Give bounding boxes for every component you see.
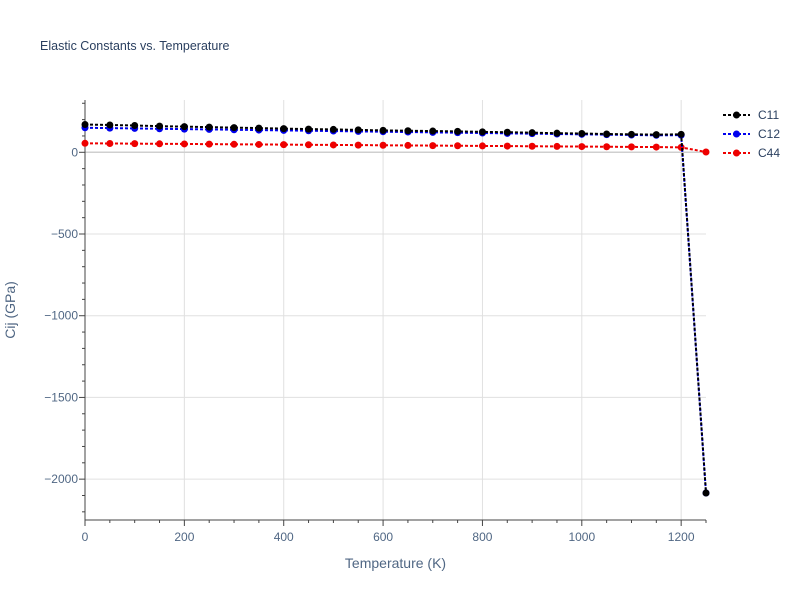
data-point [379, 126, 387, 134]
data-point [503, 142, 511, 150]
legend-item-c44[interactable]: C44 [723, 146, 780, 160]
x-tick-label: 200 [174, 530, 194, 544]
data-point [702, 489, 710, 497]
data-point [503, 128, 511, 136]
data-point [553, 129, 561, 137]
data-point [478, 128, 486, 136]
data-point [156, 140, 164, 148]
data-point [429, 127, 437, 135]
data-point [454, 127, 462, 135]
data-point [280, 125, 288, 133]
data-point [180, 123, 188, 131]
y-tick-label: 0 [71, 145, 78, 159]
data-point [205, 123, 213, 131]
x-tick-label: 400 [274, 530, 294, 544]
series-line [84, 123, 707, 494]
data-point [180, 140, 188, 148]
x-tick-label: 0 [82, 530, 89, 544]
data-point [156, 122, 164, 130]
data-point [578, 143, 586, 151]
data-point [305, 125, 313, 133]
data-point [205, 140, 213, 148]
data-point [106, 139, 114, 147]
y-tick-label: −1000 [44, 309, 78, 323]
data-point [528, 129, 536, 137]
x-axis-title: Temperature (K) [345, 555, 446, 571]
data-point [230, 124, 238, 132]
data-point [603, 143, 611, 151]
data-point [106, 121, 114, 129]
data-point [652, 143, 660, 151]
data-point [131, 121, 139, 129]
data-point [81, 139, 89, 147]
data-point [329, 141, 337, 149]
y-tick-label: −1500 [44, 390, 78, 404]
y-tick-label: −2000 [44, 472, 78, 486]
data-point [652, 131, 660, 139]
data-point [404, 127, 412, 135]
data-point [305, 141, 313, 149]
series-group [81, 121, 710, 497]
data-point [677, 130, 685, 138]
x-tick-label: 1200 [668, 530, 695, 544]
data-point [354, 126, 362, 134]
grid-lines [85, 100, 706, 520]
series-c12 [81, 124, 710, 497]
data-point [603, 130, 611, 138]
data-point [429, 142, 437, 150]
legend-label: C44 [758, 146, 780, 160]
legend: C11 C12 C44 [723, 108, 780, 160]
series-line [84, 126, 707, 494]
legend-swatch-marker [733, 130, 740, 138]
legend-swatch-marker [733, 149, 740, 157]
data-point [81, 121, 89, 129]
data-point [255, 124, 263, 132]
series-c11 [81, 121, 710, 497]
data-point [280, 141, 288, 149]
data-point [528, 142, 536, 150]
data-point [404, 141, 412, 149]
data-point [230, 140, 238, 148]
legend-item-c12[interactable]: C12 [723, 127, 780, 141]
data-point [354, 141, 362, 149]
y-tick-label: −500 [51, 227, 78, 241]
series-c44 [81, 139, 710, 156]
legend-swatch-marker [733, 111, 740, 119]
data-point [627, 143, 635, 151]
data-point [329, 125, 337, 133]
legend-item-c11[interactable]: C11 [723, 108, 779, 122]
y-axis-title: Cij (GPa) [2, 281, 18, 339]
data-point [702, 148, 710, 156]
x-tick-label: 600 [373, 530, 393, 544]
data-point [255, 140, 263, 148]
x-tick-label: 1000 [568, 530, 595, 544]
chart-title: Elastic Constants vs. Temperature [40, 39, 229, 53]
legend-label: C11 [758, 108, 779, 122]
legend-label: C12 [758, 127, 780, 141]
data-point [379, 141, 387, 149]
data-point [131, 140, 139, 148]
data-point [478, 142, 486, 150]
data-point [627, 130, 635, 138]
series-line [84, 142, 707, 153]
data-point [578, 130, 586, 138]
data-point [553, 142, 561, 150]
axes: 0 200 400 600 800 1000 1200 0 −500 −1000 −1500 −200… [44, 100, 707, 544]
data-point [454, 142, 462, 150]
x-tick-label: 800 [472, 530, 492, 544]
